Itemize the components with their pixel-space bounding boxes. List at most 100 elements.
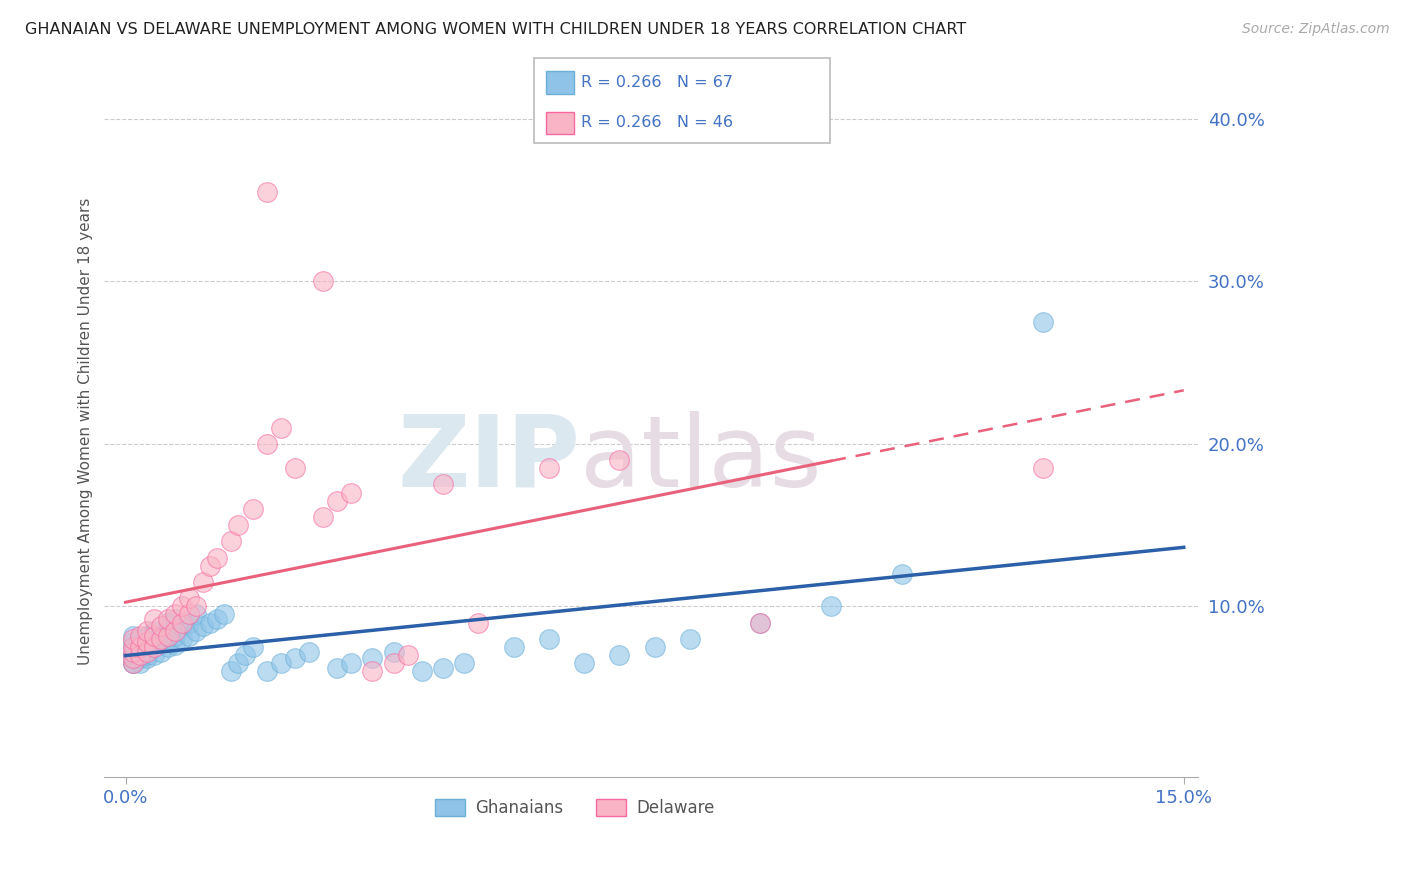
Point <box>467 615 489 630</box>
Point <box>156 612 179 626</box>
Point <box>128 640 150 654</box>
Point <box>135 635 157 649</box>
Point <box>284 651 307 665</box>
Text: GHANAIAN VS DELAWARE UNEMPLOYMENT AMONG WOMEN WITH CHILDREN UNDER 18 YEARS CORRE: GHANAIAN VS DELAWARE UNEMPLOYMENT AMONG … <box>25 22 966 37</box>
Point <box>177 615 200 630</box>
Point <box>121 648 143 662</box>
Point <box>121 628 143 642</box>
Point <box>163 612 186 626</box>
Legend: Ghanaians, Delaware: Ghanaians, Delaware <box>427 792 721 824</box>
Point <box>121 648 143 662</box>
Point <box>312 509 335 524</box>
Point <box>170 599 193 614</box>
Point <box>149 619 172 633</box>
Point <box>1032 461 1054 475</box>
Point <box>121 645 143 659</box>
Point <box>679 632 702 646</box>
Point <box>156 628 179 642</box>
Point <box>242 501 264 516</box>
Point <box>177 591 200 606</box>
Point <box>121 640 143 654</box>
Point <box>453 656 475 670</box>
Point <box>396 648 419 662</box>
Point <box>142 624 165 638</box>
Point <box>121 640 143 654</box>
Point <box>191 574 214 589</box>
Point <box>163 607 186 622</box>
Text: ZIP: ZIP <box>396 410 581 508</box>
Point <box>135 624 157 638</box>
Point <box>235 648 257 662</box>
Point <box>135 640 157 654</box>
Point <box>142 612 165 626</box>
Point <box>411 665 433 679</box>
Point <box>163 624 186 638</box>
Point <box>170 615 193 630</box>
Point <box>298 645 321 659</box>
Point <box>156 615 179 630</box>
Point <box>361 665 384 679</box>
Point <box>121 651 143 665</box>
Point <box>749 615 772 630</box>
Point <box>326 661 349 675</box>
Point <box>214 607 236 622</box>
Point <box>340 656 363 670</box>
Point <box>382 645 405 659</box>
Point <box>242 640 264 654</box>
Point <box>142 632 165 646</box>
Point <box>256 437 278 451</box>
Point <box>128 648 150 662</box>
Point <box>184 624 207 638</box>
Point <box>537 632 560 646</box>
Point <box>207 550 229 565</box>
Point <box>184 607 207 622</box>
Point <box>312 274 335 288</box>
Point <box>207 612 229 626</box>
Point <box>128 651 150 665</box>
Point <box>572 656 595 670</box>
Text: R = 0.266   N = 46: R = 0.266 N = 46 <box>581 115 733 130</box>
Point <box>156 632 179 646</box>
Point <box>128 640 150 654</box>
Point <box>256 185 278 199</box>
Point <box>135 628 157 642</box>
Point <box>749 615 772 630</box>
Point <box>200 615 222 630</box>
Point <box>191 619 214 633</box>
Point <box>149 627 172 641</box>
Text: R = 0.266   N = 67: R = 0.266 N = 67 <box>581 75 733 90</box>
Point <box>382 656 405 670</box>
Point <box>177 607 200 622</box>
Point <box>270 420 292 434</box>
Point <box>170 619 193 633</box>
Point <box>361 651 384 665</box>
Point <box>142 640 165 654</box>
Point <box>121 648 143 662</box>
Point <box>149 635 172 649</box>
Point <box>121 656 143 670</box>
Point <box>149 645 172 659</box>
Point <box>1032 315 1054 329</box>
Point <box>270 656 292 670</box>
Point <box>128 645 150 659</box>
Point <box>340 485 363 500</box>
Point <box>135 648 157 662</box>
Point <box>142 628 165 642</box>
Point <box>142 640 165 654</box>
Point <box>163 638 186 652</box>
Point <box>820 599 842 614</box>
Point <box>128 632 150 646</box>
Point <box>228 518 250 533</box>
Point <box>177 628 200 642</box>
Point <box>221 534 243 549</box>
Point <box>121 632 143 646</box>
Point <box>609 648 631 662</box>
Point <box>135 645 157 659</box>
Point <box>284 461 307 475</box>
Point <box>221 665 243 679</box>
Point <box>156 640 179 654</box>
Point <box>121 635 143 649</box>
Point <box>644 640 666 654</box>
Point <box>432 477 454 491</box>
Point <box>228 656 250 670</box>
